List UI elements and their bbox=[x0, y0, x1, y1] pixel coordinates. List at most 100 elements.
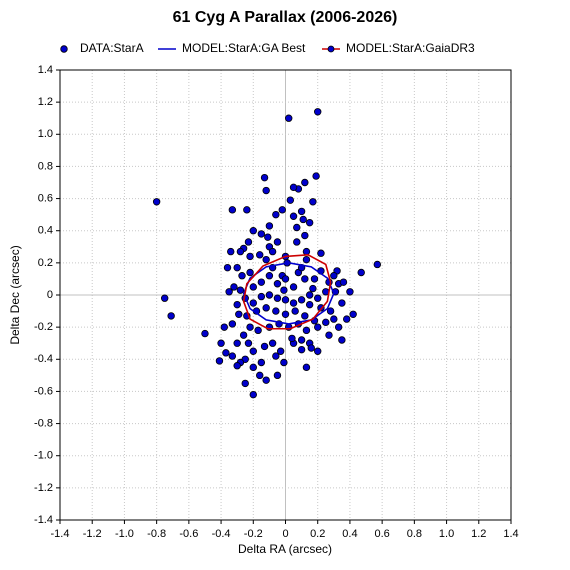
data-point bbox=[264, 233, 272, 241]
data-point bbox=[302, 255, 311, 264]
legend-label: DATA:StarA bbox=[80, 41, 144, 55]
data-point bbox=[273, 371, 282, 380]
x-tick-label: 1.4 bbox=[503, 528, 518, 540]
data-point bbox=[302, 247, 311, 256]
data-point bbox=[289, 212, 298, 220]
data-point bbox=[314, 347, 322, 355]
y-tick-label: -0.4 bbox=[34, 353, 53, 365]
data-point bbox=[322, 318, 330, 327]
x-tick-label: -0.6 bbox=[179, 528, 198, 540]
data-point bbox=[265, 222, 274, 230]
data-point bbox=[278, 206, 286, 214]
data-point bbox=[349, 310, 357, 318]
x-tick-label: -0.8 bbox=[147, 528, 166, 540]
data-point bbox=[244, 238, 253, 246]
data-point bbox=[160, 294, 169, 302]
data-point bbox=[260, 342, 269, 351]
data-point bbox=[268, 339, 277, 347]
data-point bbox=[276, 347, 285, 355]
y-tick-label: -1.0 bbox=[34, 450, 53, 462]
data-point bbox=[256, 371, 264, 380]
x-tick-label: 0.8 bbox=[407, 528, 422, 540]
x-tick-label: 1.2 bbox=[471, 528, 486, 540]
legend-marker bbox=[327, 45, 335, 53]
data-point bbox=[314, 323, 322, 331]
x-tick-label: -1.0 bbox=[115, 528, 134, 540]
x-tick-label: 1.0 bbox=[439, 528, 454, 540]
data-point bbox=[285, 114, 293, 122]
data-point bbox=[301, 231, 309, 240]
data-point bbox=[201, 329, 209, 338]
data-point bbox=[297, 345, 306, 354]
data-point bbox=[236, 247, 245, 256]
data-point bbox=[291, 307, 299, 315]
data-point bbox=[228, 320, 237, 328]
data-point bbox=[215, 357, 224, 365]
data-point bbox=[256, 251, 264, 259]
data-point bbox=[338, 299, 346, 307]
data-point bbox=[280, 286, 288, 294]
data-point bbox=[339, 278, 348, 286]
x-tick-label: -1.4 bbox=[51, 528, 70, 540]
data-point bbox=[249, 363, 257, 372]
data-point bbox=[233, 362, 241, 370]
data-point bbox=[310, 275, 319, 283]
data-point bbox=[257, 292, 266, 301]
data-point bbox=[301, 178, 309, 187]
data-point bbox=[326, 307, 335, 315]
data-point bbox=[314, 108, 322, 116]
data-point bbox=[262, 376, 270, 384]
data-point bbox=[289, 283, 298, 291]
data-point bbox=[228, 352, 237, 360]
y-tick-label: -1.2 bbox=[34, 482, 53, 494]
data-point bbox=[257, 230, 266, 238]
y-tick-label: 0 bbox=[47, 289, 53, 301]
data-point bbox=[262, 255, 270, 264]
data-point bbox=[246, 268, 254, 277]
legend-label: MODEL:StarA:GaiaDR3 bbox=[346, 41, 475, 55]
data-point bbox=[249, 347, 257, 355]
data-point bbox=[272, 352, 280, 360]
data-point bbox=[246, 252, 254, 261]
data-point bbox=[239, 331, 248, 339]
data-point bbox=[257, 358, 266, 367]
data-point bbox=[346, 288, 354, 296]
data-point bbox=[262, 186, 270, 195]
data-point bbox=[222, 349, 230, 357]
y-tick-label: -0.2 bbox=[34, 321, 53, 333]
data-point bbox=[233, 263, 241, 272]
data-point bbox=[309, 284, 317, 293]
data-point bbox=[225, 288, 233, 296]
y-tick-label: 0.6 bbox=[38, 192, 53, 204]
data-point bbox=[233, 300, 241, 309]
data-point bbox=[302, 326, 311, 335]
data-point bbox=[233, 339, 241, 347]
legend-label: MODEL:StarA:GA Best bbox=[182, 41, 306, 55]
data-point bbox=[244, 339, 253, 347]
data-point bbox=[293, 223, 301, 232]
plot-border bbox=[59, 69, 512, 521]
data-point bbox=[254, 326, 262, 335]
data-point bbox=[286, 196, 295, 204]
data-point bbox=[217, 339, 225, 347]
x-tick-label: -0.4 bbox=[212, 528, 231, 540]
data-point bbox=[281, 310, 290, 318]
data-point bbox=[265, 272, 274, 280]
data-point bbox=[167, 312, 175, 320]
legend-marker bbox=[60, 45, 68, 53]
data-point bbox=[302, 363, 311, 372]
data-point bbox=[289, 183, 298, 192]
data-point bbox=[220, 323, 228, 331]
data-point bbox=[241, 379, 249, 388]
data-point bbox=[297, 336, 306, 344]
y-axis-label: Delta Dec (arcsec) bbox=[8, 245, 22, 344]
data-point bbox=[325, 331, 333, 339]
data-point bbox=[373, 260, 382, 269]
y-tick-label: -0.6 bbox=[34, 385, 53, 397]
data-point bbox=[305, 300, 314, 309]
data-point bbox=[249, 227, 257, 235]
x-tick-label: 0.6 bbox=[374, 528, 389, 540]
data-point bbox=[243, 206, 251, 214]
data-point bbox=[312, 172, 320, 180]
data-point bbox=[246, 323, 254, 331]
